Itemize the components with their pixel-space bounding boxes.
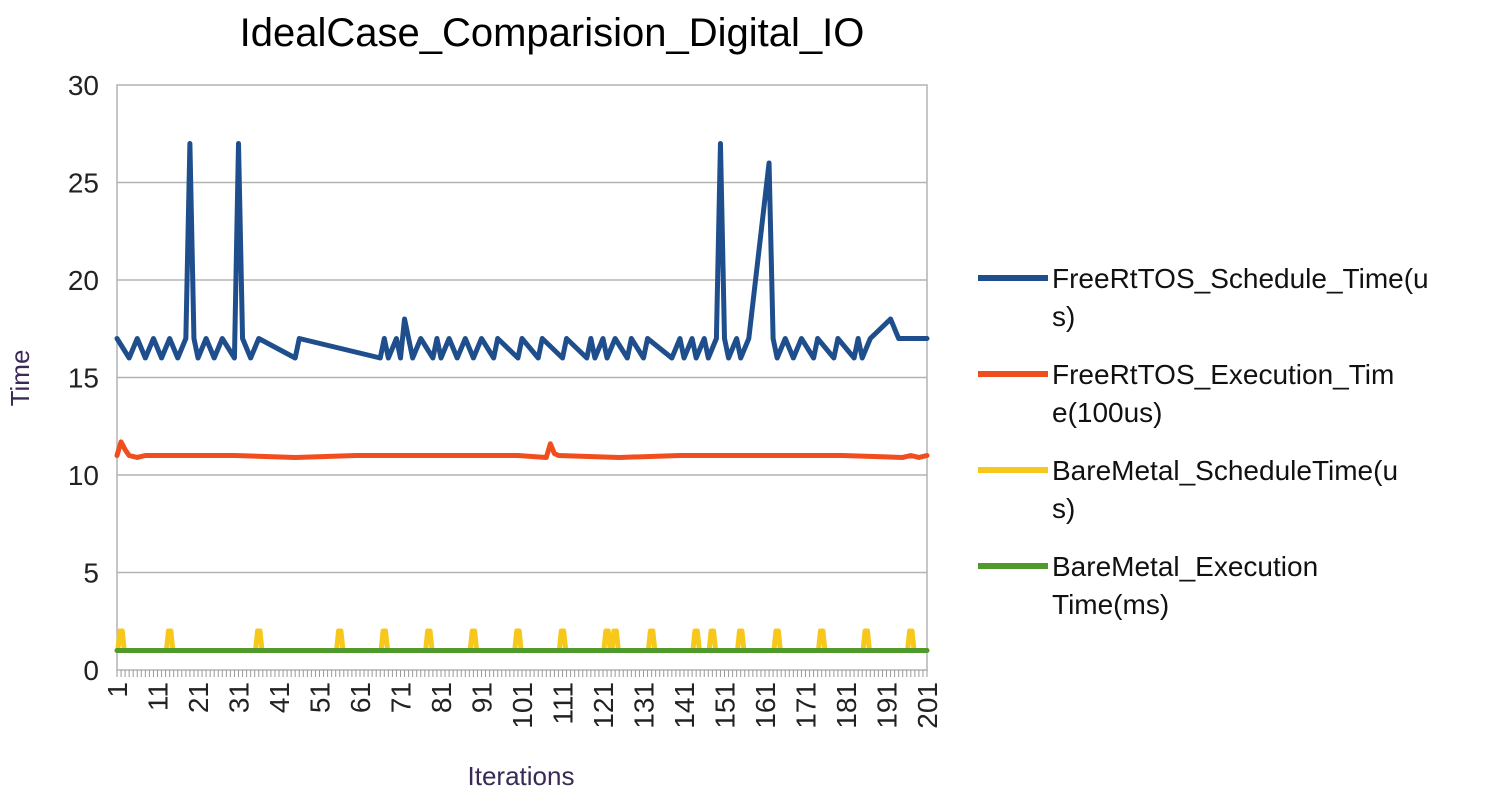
x-tick-label-171: 171 — [791, 682, 822, 729]
y-tick-label-15: 15 — [68, 363, 99, 394]
y-tick-label-10: 10 — [68, 460, 99, 491]
x-tick-label-81: 81 — [426, 682, 457, 713]
y-tick-label-20: 20 — [68, 265, 99, 296]
series-line-1 — [114, 141, 930, 361]
x-tick-label-131: 131 — [629, 682, 660, 729]
x-tick-label-11: 11 — [143, 682, 174, 711]
x-tick-label-61: 61 — [345, 682, 376, 713]
x-tick-label-141: 141 — [669, 682, 700, 729]
x-tick-label-51: 51 — [305, 682, 336, 713]
y-tick-labels: 0 5 10 15 20 25 30 — [68, 70, 99, 686]
x-axis-label: Iterations — [468, 761, 575, 791]
x-tick-label-91: 91 — [467, 682, 498, 713]
y-axis-label: Time — [5, 350, 35, 407]
y-tick-label-25: 25 — [68, 168, 99, 199]
x-tick-label-161: 161 — [750, 682, 781, 729]
legend-label-2: FreeRtTOS_Execution_Tim e(100us) — [1052, 359, 1394, 428]
y-tick-label-0: 0 — [83, 655, 99, 686]
y-tick-label-5: 5 — [83, 558, 99, 589]
legend-label-3: BareMetal_ScheduleTime(u s) — [1052, 455, 1398, 524]
plot-area — [114, 84, 930, 677]
x-tick-label-121: 121 — [588, 682, 619, 729]
x-tick-label-31: 31 — [224, 682, 255, 713]
x-tick-label-111: 111 — [548, 682, 579, 725]
x-tick-label-151: 151 — [710, 682, 741, 729]
legend-label-4: BareMetal_Execution Time(ms) — [1052, 551, 1318, 620]
x-tick-label-71: 71 — [386, 682, 417, 713]
x-tick-label-101: 101 — [507, 682, 538, 729]
chart-title: IdealCase_Comparision_Digital_IO — [240, 11, 865, 55]
series-lines — [114, 141, 930, 653]
x-tick-label-201: 201 — [912, 682, 943, 729]
gridlines — [117, 181, 927, 574]
x-tick-label-41: 41 — [264, 682, 295, 713]
legend: FreeRtTOS_Schedule_Time(u s) FreeRtTOS_Exe… — [978, 263, 1429, 620]
x-tick-label-181: 181 — [831, 682, 862, 729]
x-tick-label-21: 21 — [183, 682, 214, 713]
series-line-2 — [114, 439, 930, 460]
legend-label-1: FreeRtTOS_Schedule_Time(u s) — [1052, 263, 1429, 332]
x-tick-labels: 1 11 21 31 41 51 61 71 81 91 101 111 121 131 141 151 161… — [102, 682, 943, 729]
x-tick-label-191: 191 — [872, 682, 903, 729]
series-line-3 — [114, 628, 930, 653]
y-tick-label-30: 30 — [68, 70, 99, 101]
x-minor-ticks — [116, 670, 928, 677]
x-tick-label-1: 1 — [102, 682, 133, 698]
